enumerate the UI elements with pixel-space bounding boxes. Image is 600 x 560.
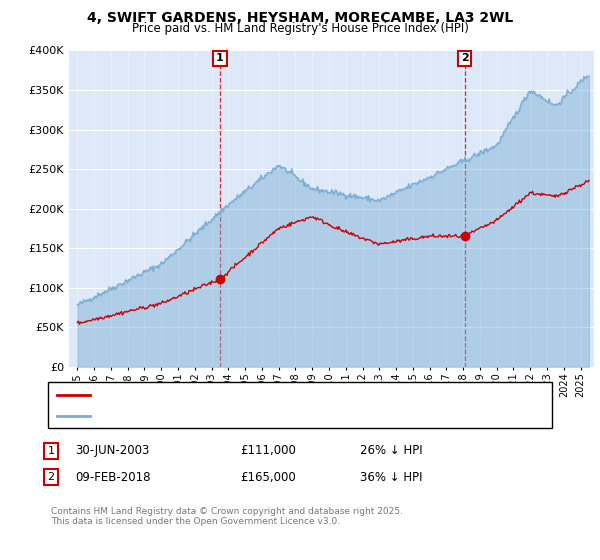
Text: 1: 1 <box>47 446 55 456</box>
Text: Price paid vs. HM Land Registry's House Price Index (HPI): Price paid vs. HM Land Registry's House … <box>131 22 469 35</box>
Text: 26% ↓ HPI: 26% ↓ HPI <box>360 444 422 458</box>
Text: £111,000: £111,000 <box>240 444 296 458</box>
Text: 4, SWIFT GARDENS, HEYSHAM, MORECAMBE, LA3 2WL: 4, SWIFT GARDENS, HEYSHAM, MORECAMBE, LA… <box>87 11 513 25</box>
Text: HPI: Average price, detached house, Lancaster: HPI: Average price, detached house, Lanc… <box>96 410 340 421</box>
Text: 1: 1 <box>216 53 224 63</box>
Text: 4, SWIFT GARDENS, HEYSHAM, MORECAMBE, LA3 2WL (detached house): 4, SWIFT GARDENS, HEYSHAM, MORECAMBE, LA… <box>96 390 475 400</box>
Text: Contains HM Land Registry data © Crown copyright and database right 2025.
This d: Contains HM Land Registry data © Crown c… <box>51 507 403 526</box>
Text: 2: 2 <box>47 472 55 482</box>
Text: 09-FEB-2018: 09-FEB-2018 <box>75 470 151 484</box>
Text: 30-JUN-2003: 30-JUN-2003 <box>75 444 149 458</box>
Text: 2: 2 <box>461 53 469 63</box>
Text: £165,000: £165,000 <box>240 470 296 484</box>
Text: 36% ↓ HPI: 36% ↓ HPI <box>360 470 422 484</box>
